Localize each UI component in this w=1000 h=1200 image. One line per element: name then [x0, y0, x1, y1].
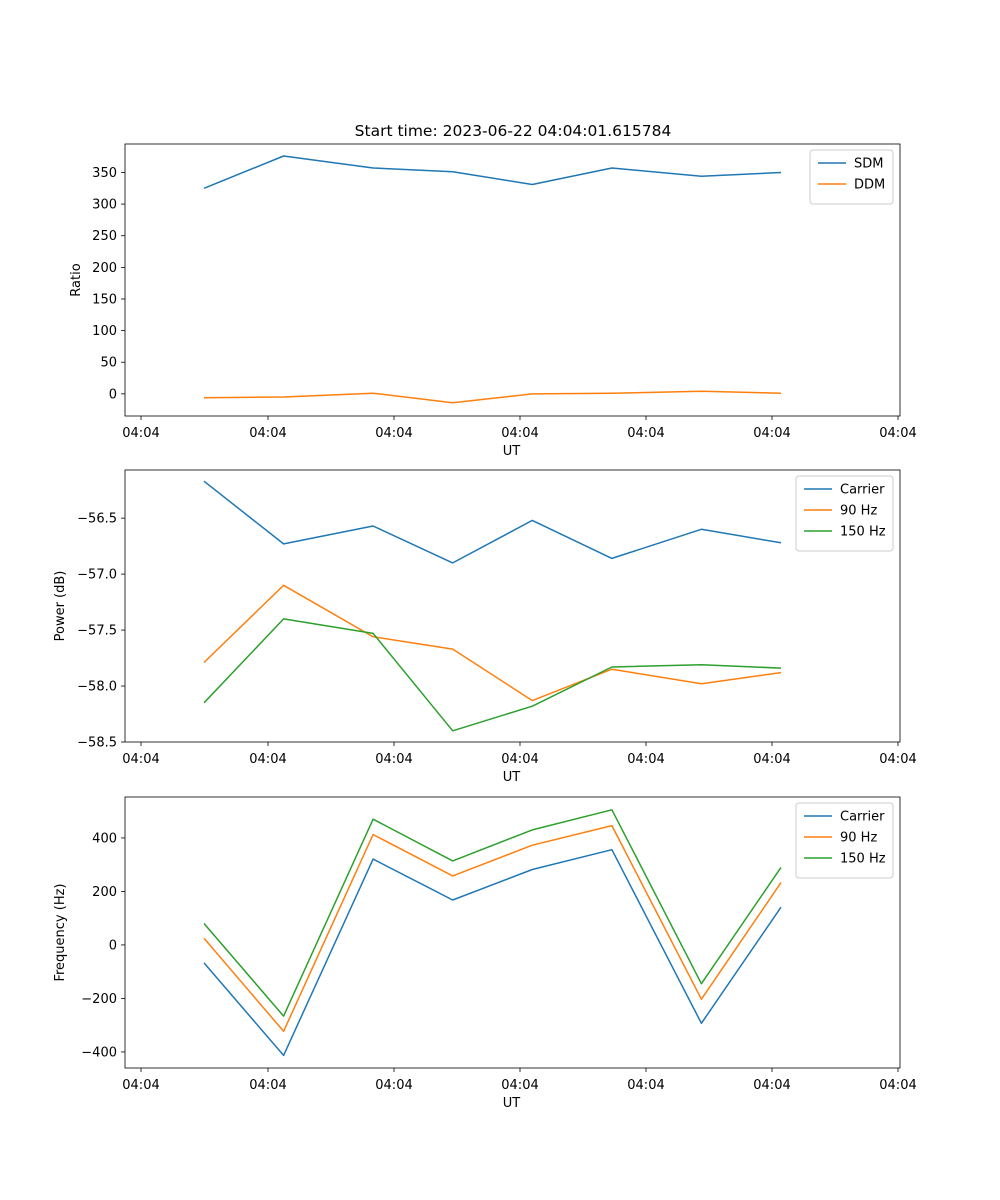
y-tick-label: −58.5 [77, 736, 117, 751]
figure-title: Start time: 2023-06-22 04:04:01.615784 [355, 122, 672, 140]
y-tick-label: 350 [92, 166, 117, 181]
y-tick-label: 300 [92, 198, 117, 213]
legend-label: Carrier [840, 483, 885, 498]
panel-1: 04:04 04:04 04:04 04:04 04:04 04:04 04:04 0 50 10… [69, 143, 917, 459]
panel-2: 04:04 04:04 04:04 04:04 04:04 04:04 04:04 −58.5… [53, 469, 917, 785]
x-tick-label: 04:04 [249, 426, 286, 441]
y-tick-label: −57.5 [77, 624, 117, 639]
series-line-150-hz [203, 809, 782, 1017]
series-line-carrier [203, 848, 782, 1057]
legend [795, 802, 894, 879]
y-tick-label: 100 [92, 324, 117, 339]
x-tick-label: 04:04 [375, 752, 412, 767]
y-tick-label: 0 [109, 938, 117, 953]
x-tick-label: 04:04 [249, 752, 286, 767]
x-tick-label: 04:04 [375, 426, 412, 441]
y-tick-label: −57.0 [77, 568, 117, 583]
x-tick-label: 04:04 [879, 426, 916, 441]
panels: 04:04 04:04 04:04 04:04 04:04 04:04 04:04 0 50 10… [53, 143, 917, 1111]
x-axis-label: UT [503, 444, 521, 459]
x-tick-label: 04:04 [879, 1078, 916, 1093]
x-tick-label: 04:04 [753, 426, 790, 441]
x-tick-label: 04:04 [249, 1078, 286, 1093]
y-tick-label: 250 [92, 229, 117, 244]
legend-label: 150 Hz [840, 852, 886, 867]
x-tick-label: 04:04 [501, 1078, 538, 1093]
axes-frame [124, 469, 901, 743]
legend-label: 90 Hz [840, 504, 877, 519]
x-tick-label: 04:04 [627, 752, 664, 767]
y-axis-label: Power (dB) [53, 571, 68, 642]
legend-label: 90 Hz [840, 831, 877, 846]
legend-label: Carrier [840, 810, 885, 825]
x-tick-label: 04:04 [627, 426, 664, 441]
x-tick-label: 04:04 [879, 752, 916, 767]
y-tick-label: −56.5 [77, 512, 117, 527]
x-tick-label: 04:04 [375, 1078, 412, 1093]
series-line-sdm [203, 155, 782, 189]
panel-3: 04:04 04:04 04:04 04:04 04:04 04:04 04:04 −400 −… [53, 796, 917, 1111]
x-tick-label: 04:04 [501, 752, 538, 767]
y-tick-label: −58.0 [77, 680, 117, 695]
y-tick-label: 400 [92, 831, 117, 846]
y-tick-label: 150 [92, 292, 117, 307]
y-axis-label: Ratio [69, 263, 84, 296]
y-tick-label: 200 [92, 885, 117, 900]
y-tick-label: 50 [100, 356, 117, 371]
legend-label: SDM [854, 157, 883, 172]
x-tick-label: 04:04 [122, 426, 159, 441]
y-tick-label: −200 [81, 992, 117, 1007]
series-line-carrier [203, 480, 782, 564]
x-axis-label: UT [503, 1096, 521, 1111]
x-tick-label: 04:04 [122, 1078, 159, 1093]
y-tick-label: 200 [92, 261, 117, 276]
series-line-ddm [203, 390, 782, 404]
x-tick-label: 04:04 [753, 752, 790, 767]
x-tick-label: 04:04 [627, 1078, 664, 1093]
legend-label: 150 Hz [840, 525, 886, 540]
y-axis-label: Frequency (Hz) [53, 883, 68, 981]
axes-frame [124, 143, 901, 417]
y-tick-label: 0 [109, 387, 117, 402]
series-line-90-hz [203, 584, 782, 702]
axes-frame [124, 796, 901, 1069]
series-line-90-hz [203, 824, 782, 1033]
legend [795, 475, 894, 552]
x-tick-label: 04:04 [501, 426, 538, 441]
x-axis-label: UT [503, 770, 521, 785]
y-tick-label: −400 [81, 1045, 117, 1060]
x-tick-label: 04:04 [753, 1078, 790, 1093]
series-line-150-hz [203, 618, 782, 732]
x-tick-label: 04:04 [122, 752, 159, 767]
legend-label: DDM [854, 178, 885, 193]
